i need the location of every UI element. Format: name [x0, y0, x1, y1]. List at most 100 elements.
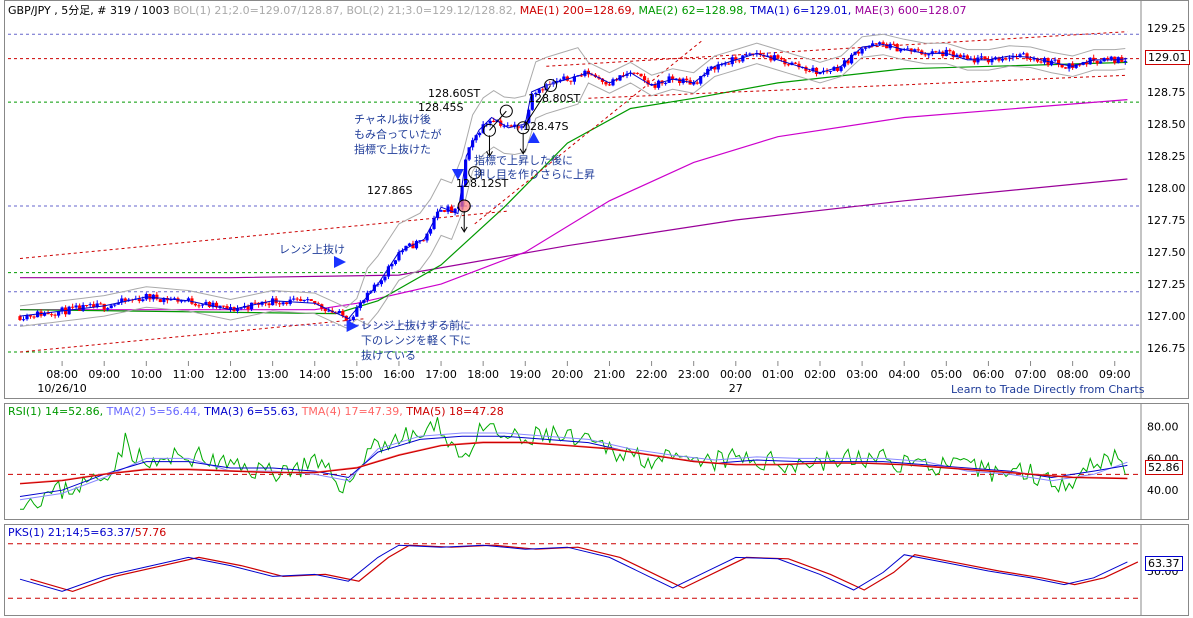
pks-panel: PKS(1) 21;14;5=63.37/57.76 50.00 63.37 [4, 524, 1189, 616]
x-tick-label: 18:00 [467, 368, 499, 381]
candle-body [786, 64, 791, 66]
candle-body [225, 306, 229, 310]
candle-body [95, 303, 99, 308]
candle-body [899, 49, 903, 52]
candle-body [56, 311, 61, 316]
candle-body [362, 300, 366, 303]
candle-body [811, 67, 815, 72]
x-tick-label: 11:00 [173, 368, 205, 381]
rsi-line [20, 417, 1126, 510]
candle-body [267, 303, 271, 306]
false-break-marker [346, 320, 359, 332]
candle-body [737, 60, 741, 62]
candle-body [316, 303, 320, 305]
header-pks-signal: 57.76 [134, 526, 167, 539]
candle-body [835, 66, 840, 71]
candle-body [741, 55, 745, 62]
y-tick-label: 129.25 [1147, 22, 1186, 35]
candle-body [123, 298, 127, 301]
candle-body [21, 319, 26, 321]
candle-body [702, 74, 706, 77]
x-tick-label: 12:00 [215, 368, 247, 381]
x-tick-label: 20:00 [552, 368, 584, 381]
candle-body [1025, 53, 1029, 59]
candle-body [558, 79, 562, 81]
bollinger-upper [19, 33, 1126, 309]
candle-body [464, 159, 468, 186]
candle-body [849, 54, 854, 64]
candle-body [716, 64, 720, 70]
note-channel-line1: チャネル抜け後 [354, 113, 431, 126]
candle-body [414, 240, 419, 249]
header-tma4: TMA(4) 17=47.39, [301, 405, 403, 418]
tma5-line [19, 442, 1128, 485]
candle-body [271, 298, 275, 306]
candle-body [635, 72, 640, 74]
candle-body [965, 55, 969, 59]
candle-body [390, 263, 394, 267]
main-header: GBP/JPY , 5分足, # 319 / 1003 BOL(1) 21;2.… [8, 2, 967, 18]
candle-body [99, 303, 103, 305]
candle-body [425, 233, 429, 241]
candle-body [78, 305, 82, 311]
candle-body [997, 57, 1001, 61]
x-tick-label: 22:00 [636, 368, 668, 381]
candle-body [428, 228, 433, 234]
candle-body [807, 70, 812, 72]
header-pks: PKS(1) 21;14;5=63.37/ [8, 526, 135, 539]
candle-body [885, 44, 889, 49]
tma1-line [19, 43, 1128, 320]
candle-body [327, 310, 331, 312]
candle-body [474, 135, 478, 141]
rsi-panel: RSI(1) 14=52.86, TMA(2) 5=56.44, TMA(3) … [4, 403, 1189, 520]
x-tick-label: 09:00 [88, 368, 120, 381]
candle-body [442, 210, 447, 212]
candle-body [1109, 56, 1113, 60]
candle-body [979, 56, 984, 58]
candle-body [646, 80, 650, 85]
candle-body [313, 300, 317, 304]
candle-body [951, 51, 955, 58]
candle-body [709, 66, 713, 69]
candle-body [281, 302, 285, 305]
candle-body [488, 120, 492, 124]
leader-line [522, 85, 551, 129]
candle-body [930, 51, 934, 55]
note-128-47s: 128.47S [523, 120, 569, 133]
range-break-marker [451, 169, 464, 180]
candle-body [1078, 64, 1082, 66]
candle-body [1056, 59, 1061, 65]
candle-body [1032, 58, 1036, 60]
candle-body [1060, 64, 1064, 68]
leader-line [489, 110, 507, 131]
candle-body [878, 42, 882, 45]
candle-body [235, 308, 240, 311]
pks-chart[interactable]: 50.00 [5, 525, 1188, 615]
candle-body [825, 70, 829, 72]
header-mae1: MAE(1) 200=128.69, [519, 4, 636, 17]
candle-body [158, 299, 162, 303]
candle-body [221, 305, 226, 307]
candle-body [179, 300, 184, 302]
candle-body [1021, 53, 1026, 55]
pks-signal-line [30, 544, 1139, 593]
candle-body [253, 302, 257, 304]
header-tma2: TMA(2) 5=56.44, [106, 405, 201, 418]
learn-to-trade-link[interactable]: Learn to Trade Directly from Charts [951, 383, 1145, 396]
candle-body [186, 298, 191, 301]
candle-body [351, 316, 355, 321]
candle-body [958, 54, 962, 58]
candle-body [793, 62, 798, 64]
x-tick-label: 08:00 [46, 368, 78, 381]
x-tick-label: 01:00 [762, 368, 794, 381]
price-chart[interactable]: 126.75 127.00 127.25 127.50 127.75 128.00 128.… [5, 1, 1188, 398]
candle-body [28, 315, 33, 317]
y-tick-label: 127.00 [1147, 310, 1186, 323]
candle-body [53, 314, 57, 316]
candle-body [1007, 57, 1012, 59]
candle-body [478, 132, 482, 136]
candle-body [323, 308, 327, 312]
x-tick-label: 09:00 [1099, 368, 1131, 381]
candle-body [449, 206, 454, 213]
